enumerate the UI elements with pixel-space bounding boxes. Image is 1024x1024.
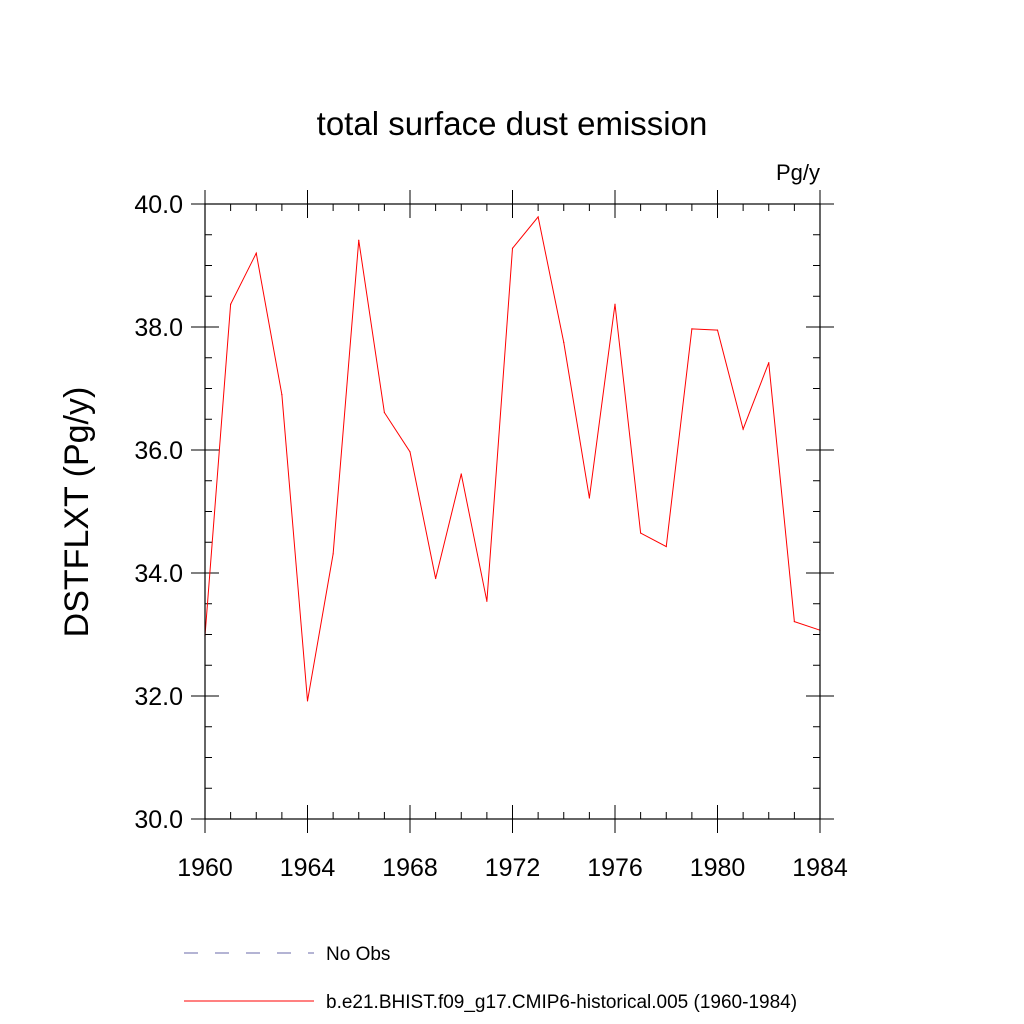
data-point xyxy=(691,328,693,330)
y-tick-label: 32.0 xyxy=(134,683,183,711)
data-point xyxy=(665,545,667,548)
y-tick-labels: 30.0 32.0 34.0 36.0 38.0 40.0 xyxy=(134,191,183,834)
data-point xyxy=(358,239,360,241)
x-tick-labels: 1960 1964 1968 1972 1976 1980 1984 xyxy=(177,854,848,882)
plot-frame xyxy=(204,203,821,820)
data-point xyxy=(793,620,795,623)
data-point xyxy=(768,362,770,364)
data-point xyxy=(716,329,719,331)
legend-label: b.e21.BHIST.f09_g17.CMIP6-historical.005… xyxy=(326,992,797,1013)
y-tick-label: 36.0 xyxy=(134,437,183,465)
data-point xyxy=(255,252,257,254)
chart-title: total surface dust emission xyxy=(317,105,708,142)
units-label: Pg/y xyxy=(776,160,820,185)
data-point xyxy=(742,428,744,430)
data-point xyxy=(332,553,334,555)
data-point xyxy=(306,700,309,702)
y-tick-label: 34.0 xyxy=(134,560,183,588)
data-point xyxy=(486,600,488,602)
series-line xyxy=(204,215,821,702)
data-point xyxy=(409,451,411,453)
x-tick-label: 1976 xyxy=(587,854,643,882)
legend-label: No Obs xyxy=(326,944,390,965)
x-tick-label: 1960 xyxy=(177,854,233,882)
legend: No Obs b.e21.BHIST.f09_g17.CMIP6-historic… xyxy=(184,944,797,1013)
x-tick-label: 1972 xyxy=(485,854,541,882)
x-tick-label: 1980 xyxy=(690,854,746,882)
data-point xyxy=(537,216,539,218)
data-point xyxy=(588,497,590,499)
y-axis-label: DSTFLXT (Pg/y) xyxy=(58,387,96,638)
data-point xyxy=(230,303,232,305)
data-point xyxy=(383,411,385,414)
x-tick-label: 1984 xyxy=(792,854,848,882)
minor-ticks xyxy=(204,203,821,820)
data-point xyxy=(511,247,514,249)
major-ticks xyxy=(191,190,834,833)
data-point xyxy=(281,394,283,396)
y-tick-label: 40.0 xyxy=(134,191,183,219)
x-tick-label: 1964 xyxy=(280,854,336,882)
y-tick-label: 38.0 xyxy=(134,314,183,342)
data-point xyxy=(563,341,565,343)
data-point xyxy=(614,303,616,305)
series-lines xyxy=(204,215,821,702)
data-point xyxy=(460,473,462,475)
data-point xyxy=(640,532,642,534)
data-point xyxy=(435,577,437,580)
y-tick-label: 30.0 xyxy=(134,806,183,834)
x-tick-label: 1968 xyxy=(382,854,438,882)
